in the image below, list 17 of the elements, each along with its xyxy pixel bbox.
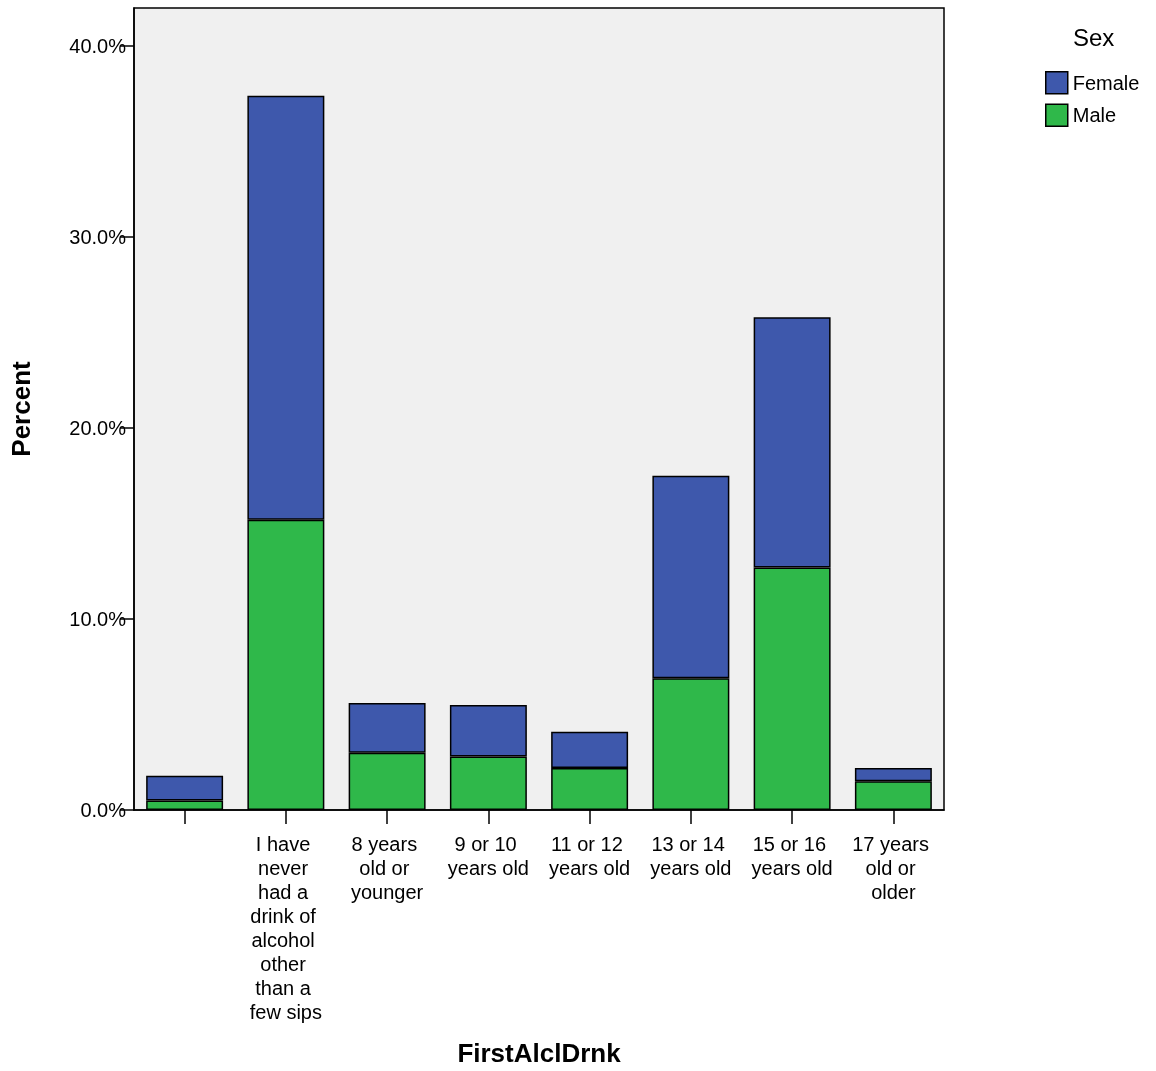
x-tick-label: 15 or 16 years old (751, 833, 833, 879)
x-tick-label: 13 or 14 years old (650, 833, 732, 879)
y-tick-label: 10.0% (69, 608, 127, 631)
y-tick-label: 40.0% (69, 35, 127, 58)
x-axis-title: FirstAlclDrnk (457, 1038, 622, 1068)
legend-label: Male (1072, 104, 1117, 127)
y-axis-title: Percent (6, 360, 36, 457)
legend-title: Sex (1073, 23, 1115, 51)
legend-label: Female (1072, 71, 1140, 94)
y-tick-label: 30.0% (69, 226, 127, 249)
x-tick-label: 17 years old or older (852, 833, 935, 903)
y-tick-label: 20.0% (69, 417, 127, 440)
x-tick-label: I have never had a drink of alcohol other than a few sips (249, 833, 322, 1023)
x-tick-label: 8 years old or younger (350, 833, 424, 903)
x-tick-label: 11 or 12 years old (549, 833, 631, 879)
x-tick-label: 9 or 10 years old (447, 833, 529, 879)
y-tick-label: 0.0% (80, 799, 127, 821)
